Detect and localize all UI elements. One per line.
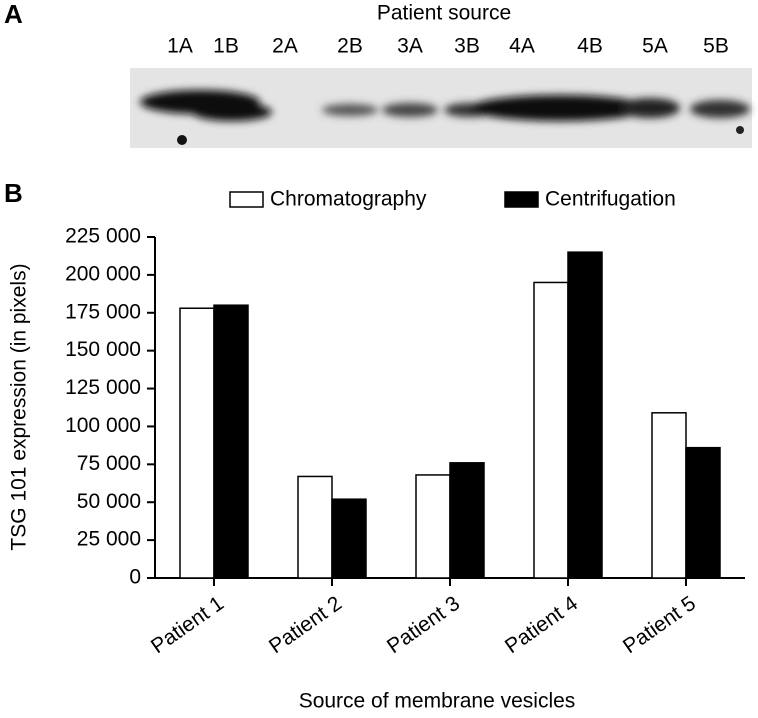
y-tick-label: 175 000 xyxy=(65,300,141,323)
bar xyxy=(449,462,485,579)
lane-label: 1A xyxy=(167,35,193,58)
legend-label: Centrifugation xyxy=(545,188,676,211)
y-tick-label: 75 000 xyxy=(77,452,141,475)
y-tick-label: 125 000 xyxy=(65,376,141,399)
bar xyxy=(651,412,687,579)
lane-label: 2B xyxy=(337,35,363,58)
y-tick-label: 200 000 xyxy=(65,262,141,285)
plot: 0 25 000 50 000 75 000 100 000 125 000 150 000… xyxy=(65,188,745,659)
bar xyxy=(533,281,569,579)
bar xyxy=(331,498,367,579)
y-tick-label: 225 000 xyxy=(65,225,141,248)
bar xyxy=(297,475,333,579)
x-tick-label: Patient 1 xyxy=(147,592,228,658)
bar xyxy=(179,307,215,579)
x-tick-label: Patient 2 xyxy=(265,592,346,658)
bar xyxy=(685,446,721,579)
bar xyxy=(415,474,451,579)
bar xyxy=(567,251,603,579)
y-tick-label: 150 000 xyxy=(65,338,141,361)
legend-swatch xyxy=(504,191,539,208)
bar xyxy=(213,304,249,579)
lane-labels: 1A 1B 2A 2B 3A 3B 4A 4B 5A 5B xyxy=(167,35,729,58)
blot-title: Patient source xyxy=(377,2,511,25)
lane-label: 5B xyxy=(703,35,729,58)
x-tick-label: Patient 5 xyxy=(619,592,700,658)
y-tick-label: 100 000 xyxy=(65,414,141,437)
y-tick-label: 50 000 xyxy=(77,490,141,513)
x-tick-label: Patient 4 xyxy=(501,592,582,659)
blot-image xyxy=(130,68,752,148)
x-tick-label: Patient 3 xyxy=(383,592,464,658)
legend-label: Chromatography xyxy=(270,188,427,211)
lane-label: 4A xyxy=(509,35,535,58)
panel-label: B xyxy=(4,178,23,208)
lane-label: 2A xyxy=(272,35,298,58)
lane-label: 5A xyxy=(642,35,668,58)
y-axis-title: TSG 101 expression (in pixels) xyxy=(8,263,31,550)
y-tick-label: 25 000 xyxy=(77,528,141,551)
lane-label: 3A xyxy=(397,35,423,58)
y-tick-label: 0 xyxy=(129,566,141,589)
lane-label: 1B xyxy=(213,35,239,58)
legend-swatch xyxy=(229,191,264,208)
lane-label: 4B xyxy=(577,35,603,58)
lane-label: 3B xyxy=(454,35,480,58)
panel-label: A xyxy=(4,0,23,29)
x-axis-title: Source of membrane vesicles xyxy=(299,690,576,713)
